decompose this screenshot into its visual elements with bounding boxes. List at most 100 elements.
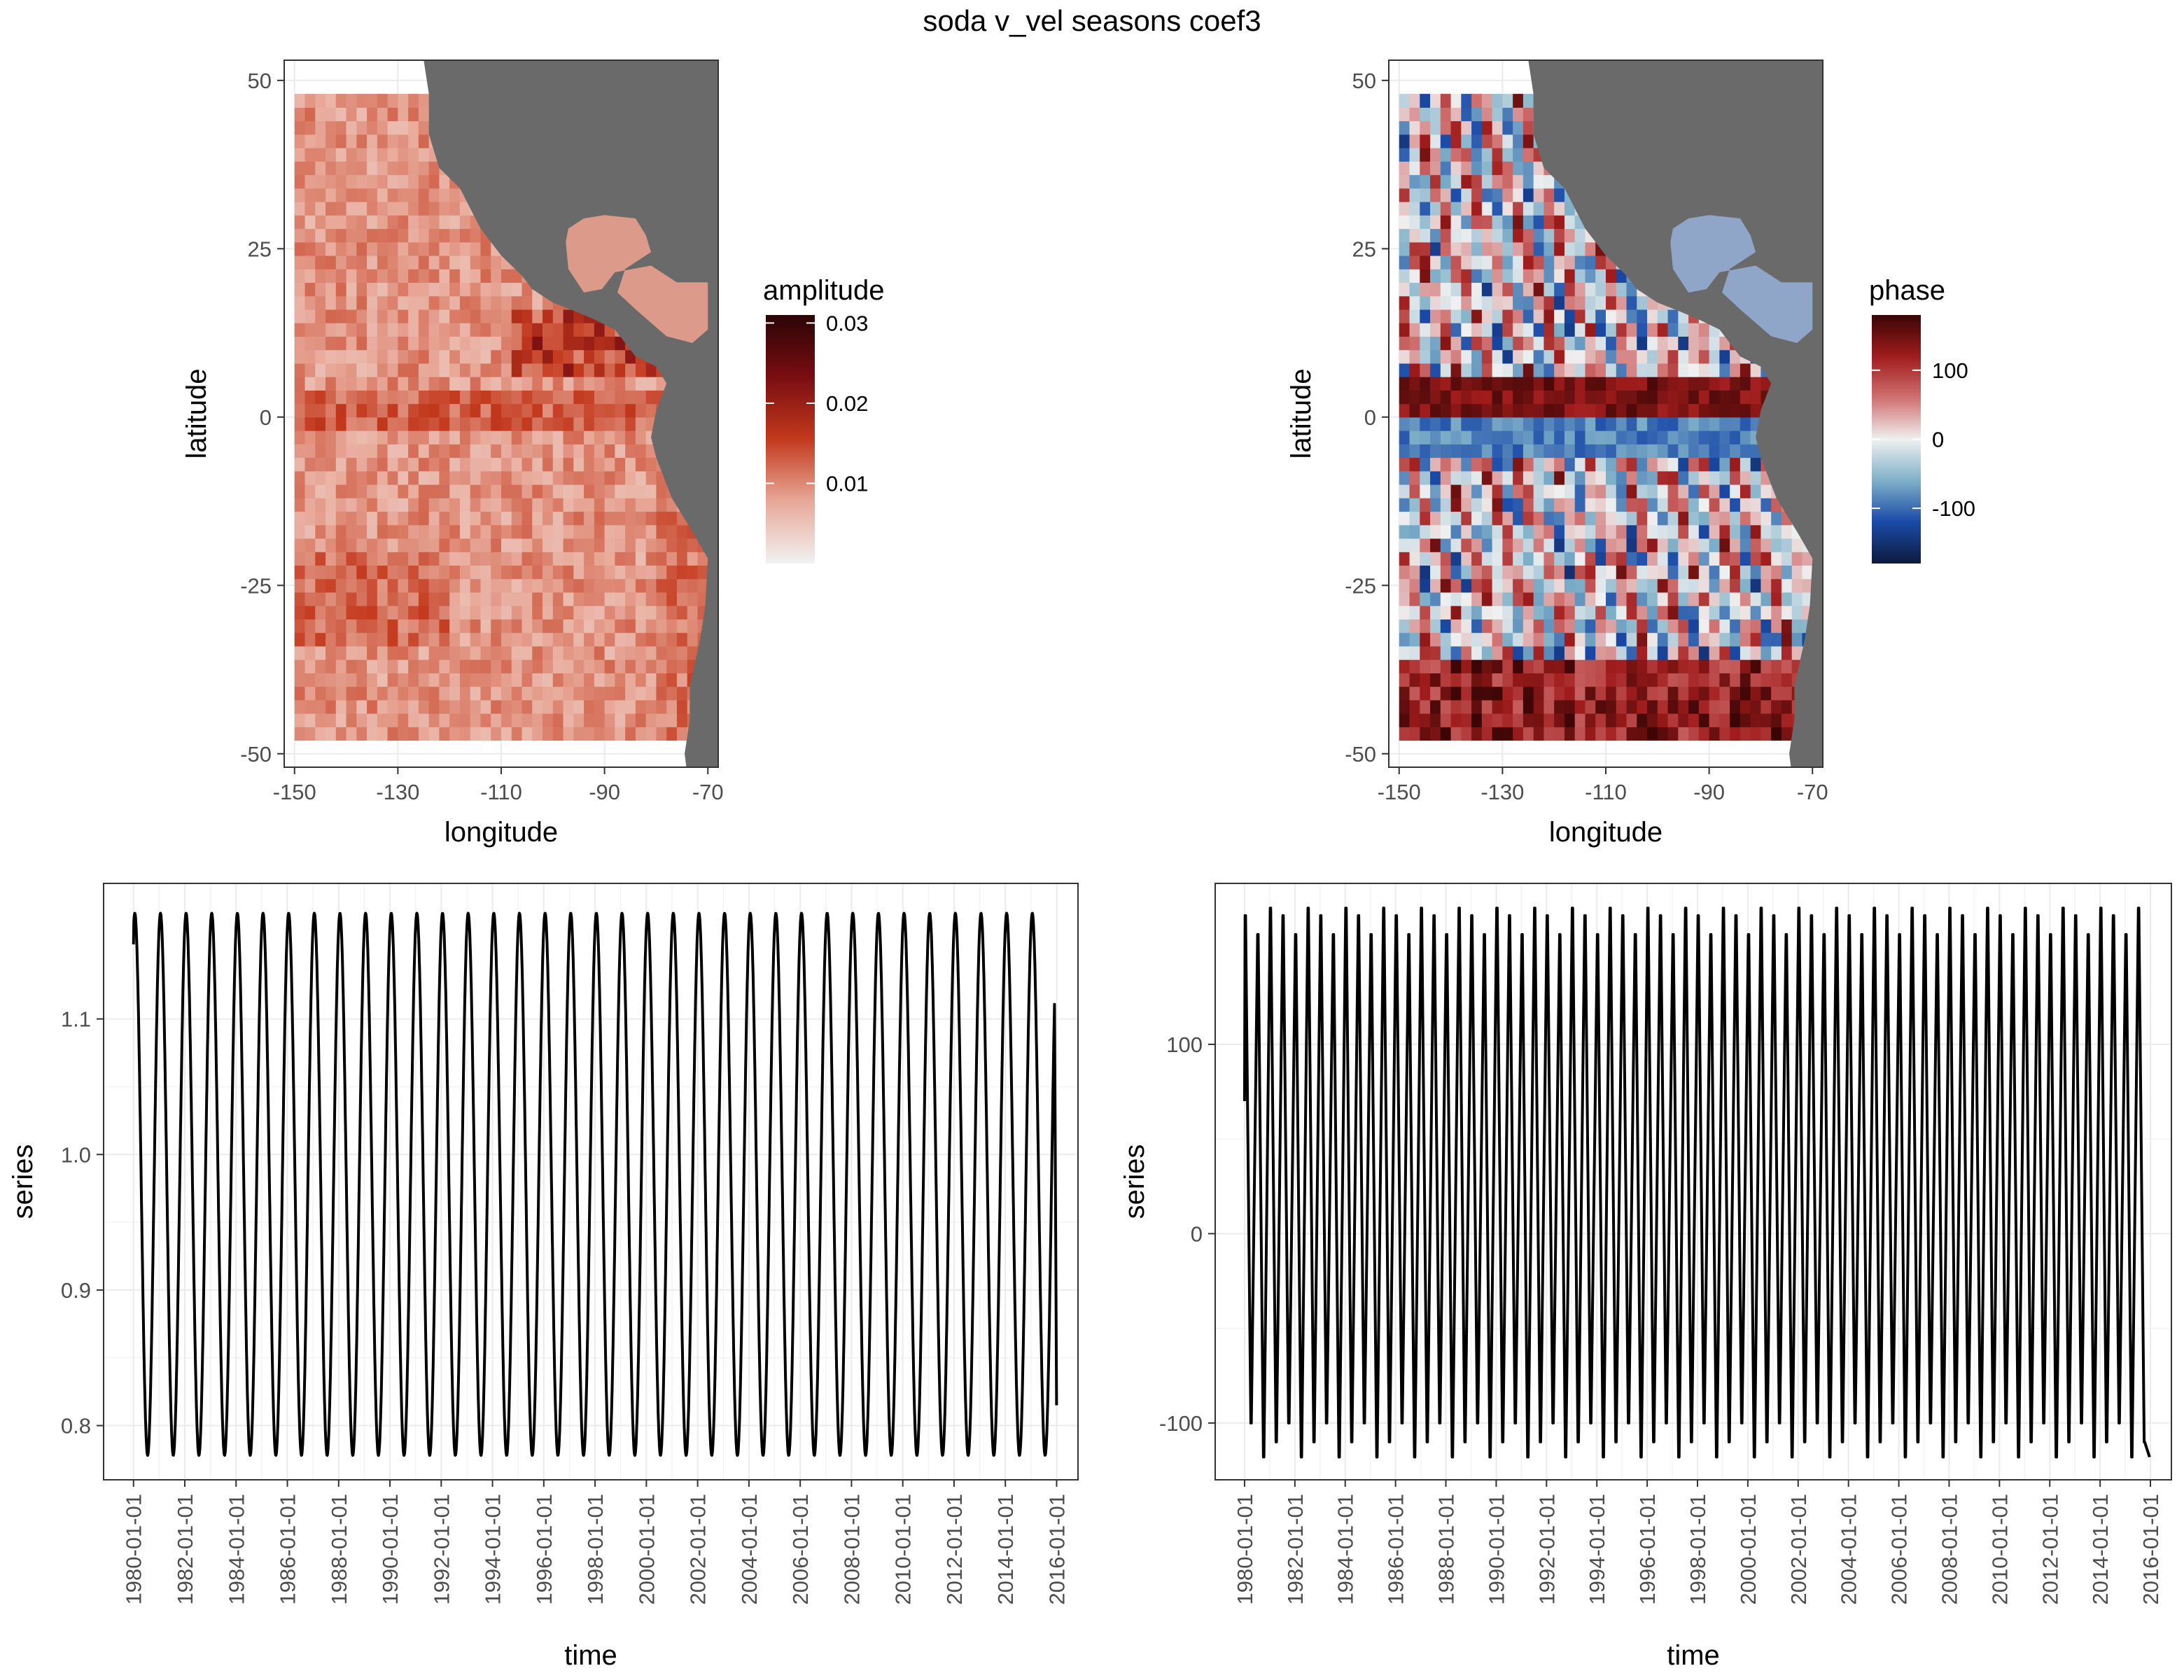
heatmap-cell [645, 727, 657, 741]
heatmap-cell [1698, 390, 1710, 405]
heatmap-cell [304, 215, 316, 230]
heatmap-cell [459, 645, 471, 660]
heatmap-cell [1678, 645, 1689, 660]
heatmap-cell [1698, 552, 1710, 566]
heatmap-cell [470, 416, 482, 431]
heatmap-cell [1698, 606, 1710, 620]
heatmap-cell [625, 727, 636, 741]
heatmap-cell [645, 592, 657, 606]
heatmap-cell [1709, 524, 1720, 539]
heatmap-cell [459, 403, 471, 418]
heatmap-cell [335, 470, 347, 485]
heatmap-cell [1492, 484, 1503, 498]
heatmap-cell [1409, 727, 1420, 741]
heatmap-cell [1626, 645, 1637, 660]
heatmap-cell [1502, 215, 1513, 230]
heatmap-cell [326, 336, 337, 351]
heatmap-cell [604, 686, 615, 701]
heatmap-cell [1657, 632, 1669, 647]
heatmap-cell [1678, 416, 1689, 431]
heatmap-cell [1420, 444, 1431, 458]
heatmap-cell [1420, 390, 1431, 405]
heatmap-cell [1481, 255, 1493, 270]
heatmap-cell [408, 416, 419, 431]
heatmap-cell [1709, 699, 1720, 714]
heatmap-cell [1688, 390, 1700, 405]
heatmap-cell [304, 686, 316, 701]
heatmap-cell [418, 174, 430, 189]
heatmap-cell [1409, 686, 1420, 701]
heatmap-cell [346, 416, 357, 431]
heatmap-cell [522, 632, 533, 647]
heatmap-cell [1637, 645, 1648, 660]
heatmap-cell [408, 659, 419, 673]
heatmap-cell [1492, 645, 1503, 660]
heatmap-cell [1440, 148, 1452, 162]
heatmap-cell [687, 552, 699, 566]
heatmap-cell [480, 377, 491, 391]
heatmap-cell [1564, 336, 1576, 351]
heatmap-cell [1399, 161, 1410, 176]
heatmap-cell [1420, 673, 1431, 687]
heatmap-cell [315, 349, 326, 364]
heatmap-cell [377, 457, 388, 472]
heatmap-cell [1522, 538, 1534, 552]
heatmap-cell [666, 606, 678, 620]
heatmap-cell [1544, 269, 1555, 284]
heatmap-cell [1667, 498, 1679, 512]
heatmap-cell [1471, 686, 1483, 701]
heatmap-cell [532, 592, 543, 606]
heatmap-cell [1647, 727, 1658, 741]
heatmap-cell [1554, 309, 1565, 323]
heatmap-cell [418, 659, 430, 673]
heatmap-cell [439, 524, 450, 539]
heatmap-cell [439, 659, 450, 673]
heatmap-cell [532, 363, 543, 377]
heatmap-cell [398, 578, 409, 593]
heatmap-cell [408, 228, 419, 243]
heatmap-cell [459, 416, 471, 431]
x-tick-label: -110 [1585, 780, 1627, 804]
heatmap-cell [304, 282, 316, 297]
heatmap-cell [1709, 444, 1720, 458]
heatmap-cell [335, 444, 347, 458]
heatmap-cell [1492, 282, 1503, 297]
heatmap-cell [470, 645, 482, 660]
heatmap-cell [1513, 390, 1524, 405]
heatmap-cell [1750, 403, 1762, 418]
heatmap-cell [1440, 202, 1452, 216]
heatmap-cell [1430, 377, 1441, 391]
heatmap-cell [1585, 538, 1596, 552]
heatmap-cell [491, 269, 502, 284]
heatmap-cell [1595, 444, 1606, 458]
heatmap-cell [635, 403, 647, 418]
heatmap-cell [1616, 524, 1628, 539]
heatmap-cell [459, 484, 471, 498]
heatmap-cell [346, 713, 357, 727]
heatmap-cell [615, 390, 626, 405]
heatmap-cell [1585, 524, 1596, 539]
heatmap-cell [304, 336, 316, 351]
heatmap-cell [1595, 336, 1606, 351]
heatmap-cell [1409, 390, 1420, 405]
heatmap-cell [1533, 228, 1545, 243]
heatmap-cell [1492, 524, 1503, 539]
heatmap-cell [449, 363, 461, 377]
heatmap-cell [1719, 470, 1730, 485]
heatmap-cell [1554, 390, 1565, 405]
heatmap-cell [1585, 699, 1596, 714]
heatmap-cell [563, 524, 574, 539]
heatmap-cell [584, 673, 595, 687]
heatmap-cell [377, 524, 388, 539]
heatmap-cell [1606, 686, 1617, 701]
heatmap-cell [1637, 349, 1648, 364]
heatmap-cell [1544, 578, 1555, 593]
heatmap-cell [304, 538, 316, 552]
heatmap-cell [367, 524, 378, 539]
heatmap-cell [1678, 363, 1689, 377]
heatmap-cell [408, 188, 419, 202]
x-tick-label: 1990-01-01 [378, 1494, 402, 1605]
heatmap-cell [1513, 484, 1524, 498]
heatmap-cell [573, 538, 584, 552]
heatmap-cell [1606, 282, 1617, 297]
